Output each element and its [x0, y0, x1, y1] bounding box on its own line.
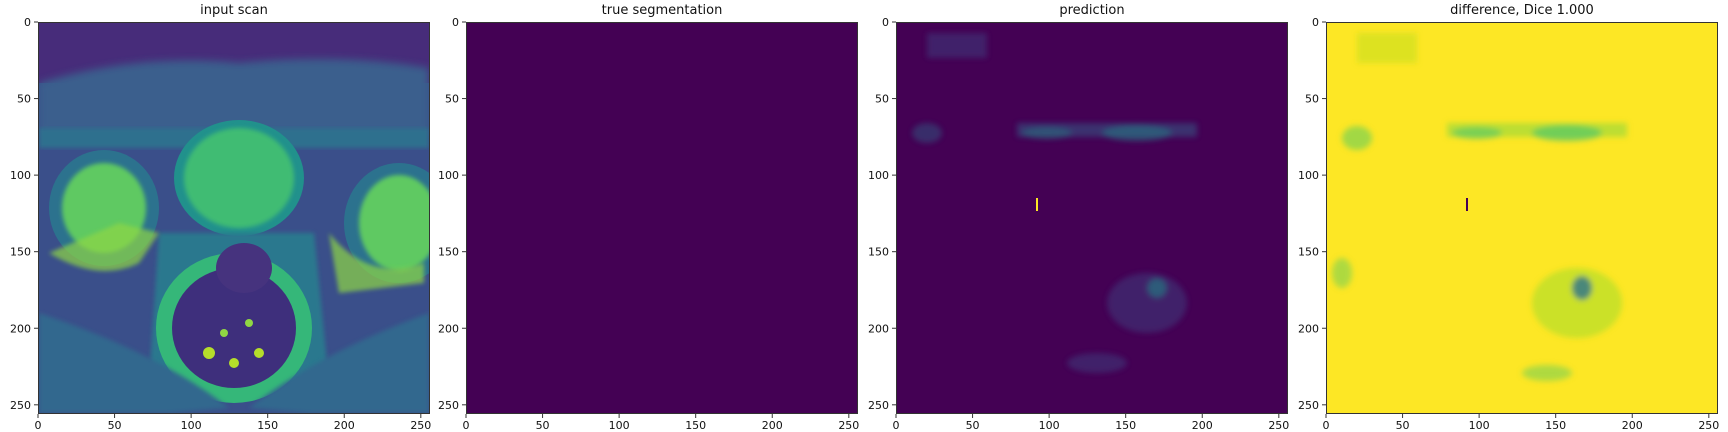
y-tick-label: 50 — [17, 93, 31, 106]
prediction-graphic — [897, 23, 1287, 413]
x-tick-label: 200 — [1192, 419, 1213, 432]
x-tick-label: 50 — [536, 419, 550, 432]
x-tick-label: 250 — [410, 419, 431, 432]
mri-scan-graphic — [39, 23, 429, 413]
y-tick-label: 150 — [10, 246, 31, 259]
x-tick-label: 100 — [1469, 419, 1490, 432]
x-tick-label: 100 — [181, 419, 202, 432]
x-tick-label: 150 — [1545, 419, 1566, 432]
x-tick-label: 150 — [685, 419, 706, 432]
x-tick-label: 100 — [1039, 419, 1060, 432]
panel-title: input scan — [200, 3, 268, 18]
y-tick-label: 100 — [1298, 169, 1319, 182]
x-tick-label: 50 — [108, 419, 122, 432]
y-tick-label: 50 — [1305, 93, 1319, 106]
x-tick-label: 250 — [838, 419, 859, 432]
x-tick-label: 250 — [1268, 419, 1289, 432]
x-tick-label: 150 — [1115, 419, 1136, 432]
x-tick-label: 200 — [334, 419, 355, 432]
x-tick-label: 150 — [257, 419, 278, 432]
panel-title: true segmentation — [601, 3, 723, 18]
input-scan-image — [38, 22, 430, 414]
y-tick-label: 0 — [452, 16, 459, 29]
y-tick-label: 150 — [868, 246, 889, 259]
y-tick-label: 250 — [10, 399, 31, 412]
x-tick-label: 100 — [609, 419, 630, 432]
difference-image — [1326, 22, 1718, 414]
y-tick-label: 250 — [1298, 399, 1319, 412]
y-tick-label: 50 — [445, 93, 459, 106]
y-tick-label: 0 — [24, 16, 31, 29]
y-tick-label: 150 — [1298, 246, 1319, 259]
panel-title: difference, Dice 1.000 — [1450, 3, 1594, 18]
x-tick-label: 0 — [35, 419, 42, 432]
x-tick-label: 0 — [463, 419, 470, 432]
y-tick-label: 100 — [438, 169, 459, 182]
y-tick-label: 200 — [868, 322, 889, 335]
y-tick-label: 0 — [882, 16, 889, 29]
y-tick-label: 0 — [1312, 16, 1319, 29]
panel-title: prediction — [1059, 3, 1125, 18]
true-segmentation-image — [466, 22, 858, 414]
y-tick-label: 100 — [10, 169, 31, 182]
prediction-image — [896, 22, 1288, 414]
x-tick-label: 200 — [1622, 419, 1643, 432]
y-tick-label: 100 — [868, 169, 889, 182]
x-tick-label: 200 — [762, 419, 783, 432]
y-tick-label: 200 — [438, 322, 459, 335]
y-tick-label: 250 — [868, 399, 889, 412]
x-tick-label: 50 — [1396, 419, 1410, 432]
x-tick-label: 250 — [1698, 419, 1719, 432]
y-tick-label: 150 — [438, 246, 459, 259]
x-tick-label: 0 — [1323, 419, 1330, 432]
x-tick-label: 50 — [966, 419, 980, 432]
y-tick-label: 50 — [875, 93, 889, 106]
x-tick-label: 0 — [893, 419, 900, 432]
y-tick-label: 200 — [1298, 322, 1319, 335]
difference-graphic — [1327, 23, 1717, 413]
y-tick-label: 200 — [10, 322, 31, 335]
y-tick-label: 250 — [438, 399, 459, 412]
